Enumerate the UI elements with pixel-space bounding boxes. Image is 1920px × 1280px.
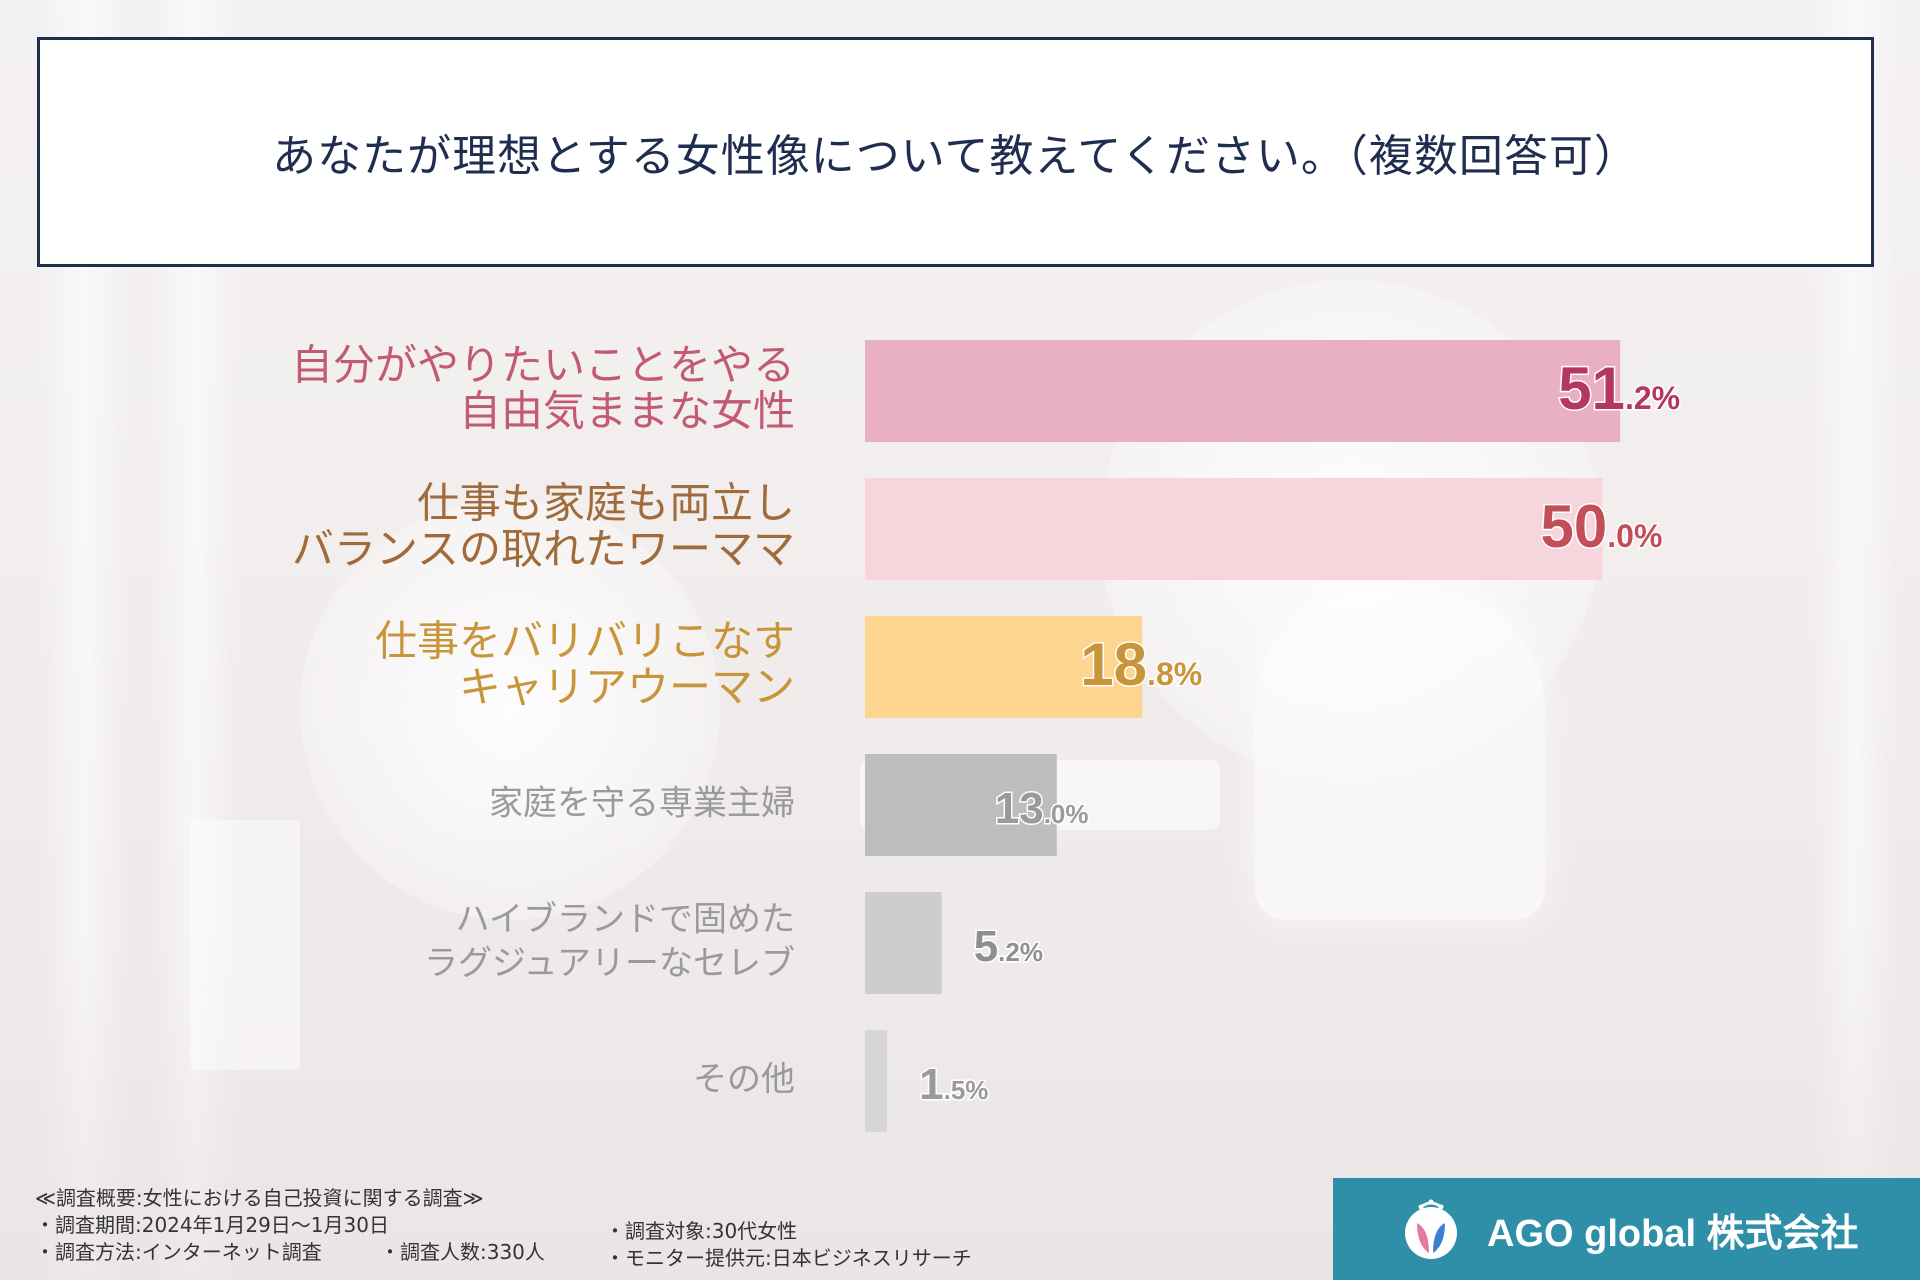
- value-label-3: 13.0%: [995, 784, 1089, 833]
- survey-notes: ≪調査概要:女性における自己投資に関する調査≫ ・調査期間:2024年1月29日…: [35, 1185, 1095, 1275]
- category-label-1-0: 仕事も家庭も両立し: [417, 479, 795, 528]
- page-title: あなたが理想とする女性像について教えてください。（複数回答可）: [272, 131, 1639, 182]
- bar-3: [865, 754, 1057, 856]
- value-frac-4: .2%: [998, 937, 1043, 967]
- category-label-0-1: 自由気ままな女性: [459, 387, 795, 436]
- notes-count: ・調査人数:330人: [380, 1240, 545, 1264]
- value-label-4: 5.2%: [974, 922, 1043, 971]
- value-int-5: 1: [919, 1060, 943, 1109]
- company-name: AGO global 株式会社: [1487, 1212, 1859, 1255]
- category-label-1-1: バランスの取れたワーママ: [292, 525, 795, 574]
- bar-2: [865, 616, 1143, 718]
- category-label-2-1: キャリアウーマン: [459, 663, 795, 712]
- bar-0: [865, 340, 1621, 442]
- notes-method: ・調査方法:インターネット調査: [35, 1240, 322, 1264]
- bar-5: [865, 1030, 888, 1132]
- notes-heading: ≪調査概要:女性における自己投資に関する調査≫: [35, 1186, 484, 1210]
- notes-monitor: ・モニター提供元:日本ビジネスリサーチ: [605, 1246, 972, 1270]
- title-box: あなたが理想とする女性像について教えてください。（複数回答可）: [37, 37, 1874, 267]
- value-label-0: 51.2%: [1558, 355, 1680, 422]
- category-label-4-0: ハイブランドで固めた: [456, 900, 795, 940]
- value-int-1: 50: [1541, 493, 1608, 560]
- company-logo-icon: [1405, 1199, 1457, 1259]
- notes-target: ・調査対象:30代女性: [605, 1219, 798, 1243]
- category-label-0-0: 自分がやりたいことをやる: [291, 341, 795, 390]
- value-label-5: 1.5%: [919, 1060, 988, 1109]
- value-frac-2: .8%: [1147, 656, 1202, 692]
- value-frac-1: .0%: [1607, 518, 1662, 554]
- category-label-5-0: その他: [693, 1060, 795, 1100]
- value-label-1: 50.0%: [1541, 493, 1663, 560]
- value-frac-5: .5%: [944, 1075, 989, 1105]
- value-int-4: 5: [974, 922, 998, 971]
- bar-4: [865, 892, 942, 994]
- category-label-2-0: 仕事をバリバリこなす: [375, 617, 795, 666]
- value-int-2: 18: [1080, 631, 1147, 698]
- value-label-2: 18.8%: [1080, 631, 1202, 698]
- bar-1: [865, 478, 1603, 580]
- notes-period: ・調査期間:2024年1月29日～1月30日: [35, 1213, 389, 1237]
- category-label-4-1: ラグジュアリーなセレブ: [424, 944, 795, 984]
- value-int-3: 13: [995, 784, 1044, 833]
- value-int-0: 51: [1558, 355, 1625, 422]
- category-label-3-0: 家庭を守る専業主婦: [489, 784, 795, 824]
- brand-banner: AGO global 株式会社: [1333, 1178, 1920, 1280]
- value-frac-0: .2%: [1625, 380, 1680, 416]
- value-frac-3: .0%: [1044, 799, 1089, 829]
